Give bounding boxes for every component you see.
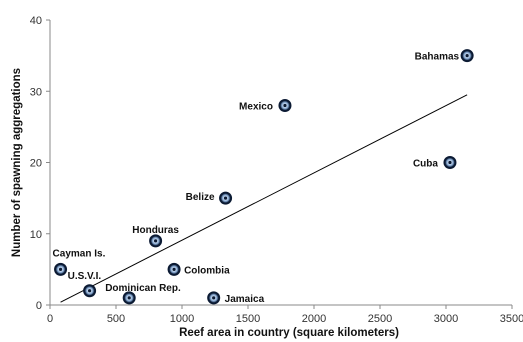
data-point: [122, 291, 136, 305]
point-label: U.S.V.I.: [68, 271, 102, 282]
x-tick-label: 2500: [368, 313, 392, 325]
data-point-center: [283, 103, 287, 108]
x-tick-label: 500: [107, 313, 125, 325]
point-labels: Bahamas Mexico Cuba Belize Honduras Cayman Is…: [53, 52, 460, 305]
trendline: [60, 94, 468, 303]
y-tick-label: 10: [30, 229, 42, 241]
tick-labels: 0 500 1000 1500 2000 2500 3000 3500 0 10 20 30 40: [30, 15, 523, 325]
x-tick-label: 1000: [170, 313, 194, 325]
data-point-center: [88, 289, 92, 293]
point-label: Jamaica: [225, 294, 265, 305]
point-label: Belize: [186, 192, 215, 203]
trendline-group: [60, 94, 468, 303]
x-tick-label: 3500: [500, 313, 523, 325]
data-point: [167, 262, 181, 276]
data-point: [149, 234, 163, 248]
point-label: Dominican Rep.: [105, 283, 181, 294]
data-point: [443, 156, 457, 169]
data-point-center: [212, 296, 216, 300]
data-point-center: [465, 54, 469, 58]
y-tick-label: 0: [36, 300, 42, 312]
point-label: Bahamas: [415, 52, 460, 63]
point-label: Honduras: [132, 225, 179, 236]
data-point: [54, 262, 68, 276]
data-point-center: [58, 267, 63, 271]
data-point: [83, 284, 97, 298]
y-axis-title: Number of spawning aggregations: [11, 68, 23, 257]
x-tick-label: 0: [47, 313, 53, 325]
data-point-center: [154, 239, 158, 243]
y-tick-label: 40: [30, 15, 42, 27]
data-point: [460, 49, 474, 63]
data-points: [54, 49, 474, 305]
data-point: [219, 191, 233, 205]
axes: [46, 19, 513, 309]
data-point: [278, 99, 292, 112]
x-axis-title: Reef area in country (square kilometers): [179, 327, 399, 339]
point-label: Mexico: [239, 102, 273, 113]
y-tick-label: 20: [30, 158, 42, 170]
x-tick-label: 2000: [302, 313, 326, 325]
point-label: Colombia: [184, 265, 230, 276]
data-point-center: [448, 160, 452, 165]
point-label: Cuba: [413, 159, 438, 170]
x-tick-label: 3000: [434, 313, 458, 325]
data-point-center: [127, 296, 131, 300]
x-tick-label: 1500: [236, 313, 260, 325]
y-tick-label: 30: [30, 86, 42, 98]
data-point-center: [172, 267, 176, 271]
data-point-center: [223, 196, 228, 200]
data-point: [207, 291, 221, 305]
point-label: Cayman Is.: [53, 248, 106, 259]
